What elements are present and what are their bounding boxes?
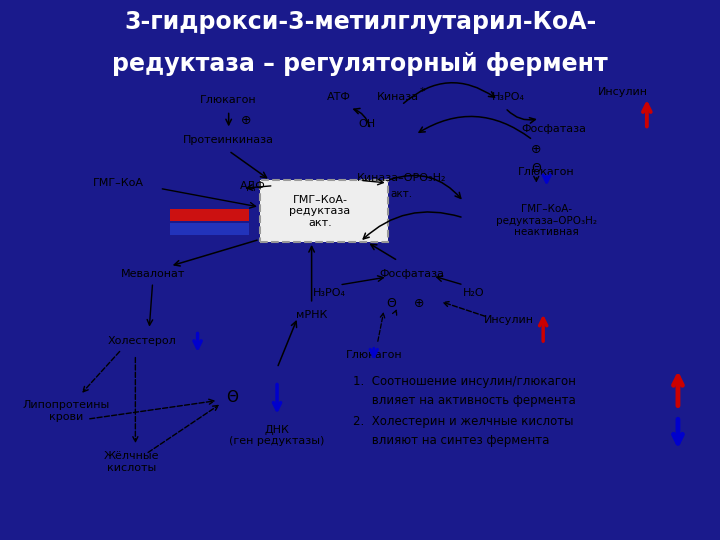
Text: *: * (419, 87, 425, 97)
Text: H₃PO₄: H₃PO₄ (312, 288, 346, 298)
Text: Липопротеины
крови: Липопротеины крови (22, 400, 110, 422)
Text: ДНК
(ген редуктазы): ДНК (ген редуктазы) (230, 424, 325, 446)
Bar (170, 209, 249, 220)
Text: Фосфатаза: Фосфатаза (379, 269, 444, 279)
Text: 1.  Соотношение инсулин/глюкагон: 1. Соотношение инсулин/глюкагон (353, 375, 576, 388)
Text: ОН: ОН (359, 119, 375, 129)
Text: Мевалонат: Мевалонат (120, 269, 185, 279)
Bar (170, 223, 249, 235)
Text: ⊕: ⊕ (240, 114, 251, 127)
Text: влияют на синтез фермента: влияют на синтез фермента (353, 434, 549, 447)
Text: АТФ: АТФ (328, 92, 351, 102)
Text: Глюкагон: Глюкагон (346, 350, 402, 360)
Text: Θ: Θ (226, 390, 238, 405)
Text: акт.: акт. (390, 188, 413, 199)
Text: АДФ: АДФ (240, 181, 266, 191)
Text: Глюкагон: Глюкагон (200, 95, 257, 105)
FancyBboxPatch shape (260, 180, 387, 242)
Text: ГМГ–КоА: ГМГ–КоА (93, 178, 143, 188)
Text: Протеинкиназа: Протеинкиназа (183, 135, 274, 145)
Text: H₂O: H₂O (463, 288, 485, 298)
Text: Фосфатаза: Фосфатаза (521, 124, 586, 134)
Text: ⊕: ⊕ (531, 143, 541, 156)
Text: 2.  Холестерин и желчные кислоты: 2. Холестерин и желчные кислоты (353, 415, 574, 428)
Text: Жёлчные
кислоты: Жёлчные кислоты (104, 451, 160, 473)
Text: Киназа–ОРО₃H₂: Киназа–ОРО₃H₂ (356, 173, 446, 183)
Text: ⊕: ⊕ (413, 297, 424, 310)
Text: 3-гидрокси-3-метилглутарил-КоА-: 3-гидрокси-3-метилглутарил-КоА- (124, 10, 596, 34)
Text: Инсулин: Инсулин (484, 315, 534, 325)
Text: Θ: Θ (531, 162, 541, 175)
Text: мРНК: мРНК (296, 309, 328, 320)
Text: Холестерол: Холестерол (108, 336, 176, 346)
Text: влияет на активность фермента: влияет на активность фермента (353, 394, 576, 407)
Text: ГМГ–КоА-
редуктаза–ОРО₃H₂
неактивная: ГМГ–КоА- редуктаза–ОРО₃H₂ неактивная (496, 204, 597, 237)
Text: ГМГ–КоА-
редуктаза
акт.: ГМГ–КоА- редуктаза акт. (289, 195, 351, 228)
Text: Киназа: Киназа (377, 92, 419, 102)
Text: Глюкагон: Глюкагон (518, 167, 575, 177)
Text: Θ: Θ (386, 297, 396, 310)
Text: H₃PO₄: H₃PO₄ (492, 92, 525, 102)
Text: Инсулин: Инсулин (598, 87, 648, 97)
Text: редуктаза – регуляторный фермент: редуктаза – регуляторный фермент (112, 52, 608, 76)
